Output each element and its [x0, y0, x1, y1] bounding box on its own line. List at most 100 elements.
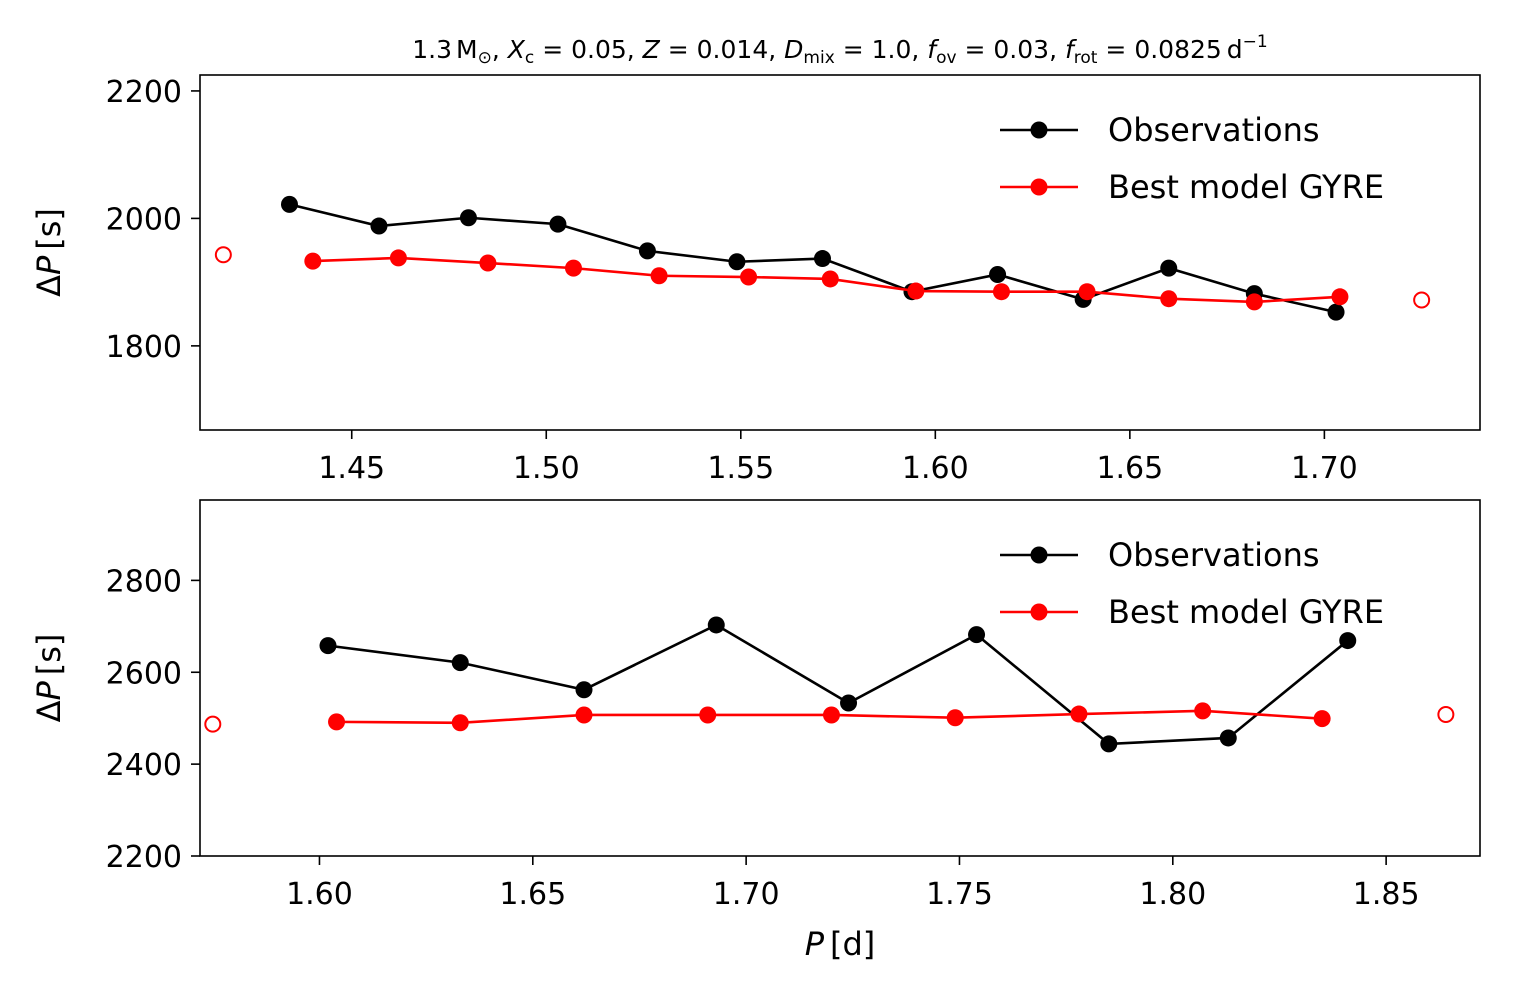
- legend-entry-observations: Observations: [1000, 536, 1320, 574]
- data-point-best-model: [1070, 705, 1088, 723]
- legend-label: Best model GYRE: [1108, 168, 1384, 206]
- data-point-best-model: [1194, 702, 1212, 720]
- data-point-best-model: [1245, 293, 1263, 311]
- legend-label: Observations: [1108, 536, 1320, 574]
- legend-marker: [1030, 121, 1048, 139]
- x-tick-label: 1.70: [713, 877, 780, 912]
- title-fov-sub: ov: [936, 48, 956, 68]
- y-axis-label: ΔP[s]: [30, 208, 68, 297]
- data-point-best-model: [946, 709, 964, 727]
- top-panel: 1.45 1.50 1.55 1.60 1.65 1.70 1800 2000 2200 ΔP[s…: [30, 74, 1481, 486]
- legend-entry-observations: Observations: [1000, 111, 1320, 149]
- y-tick-label: 2200: [106, 840, 182, 875]
- legend-label: Observations: [1108, 111, 1320, 149]
- data-point-best-model: [650, 267, 668, 285]
- x-axis-label-var: P: [805, 925, 825, 963]
- title-dmix-value: 1.0: [872, 35, 912, 64]
- title-z-value: 0.014: [697, 35, 769, 64]
- data-point-best-model: [1331, 288, 1349, 306]
- data-point-observations: [840, 694, 858, 712]
- y-tick-label: 2800: [106, 564, 182, 599]
- title-z-label: Z: [642, 35, 661, 64]
- legend-marker: [1030, 603, 1048, 621]
- y-axis-label: ΔP[s]: [30, 634, 68, 723]
- open-point-best-model: [1413, 291, 1431, 309]
- data-point-best-model: [740, 268, 758, 286]
- title-xc-label: X: [506, 35, 526, 64]
- title-frot-unit: d: [1227, 35, 1243, 64]
- title-frot-sub: rot: [1074, 48, 1098, 68]
- x-tick-label: 1.65: [499, 877, 566, 912]
- data-point-best-model: [699, 706, 717, 724]
- data-point-observations: [280, 195, 298, 213]
- data-point-best-model: [822, 706, 840, 724]
- data-point-observations: [319, 637, 337, 655]
- x-tick-label: 1.45: [318, 451, 385, 486]
- title-frot-exp: −1: [1243, 32, 1268, 52]
- data-point-observations: [989, 265, 1007, 283]
- data-point-best-model: [479, 254, 497, 272]
- data-point-observations: [459, 209, 477, 227]
- legend-marker: [1030, 546, 1048, 564]
- data-point-best-model: [328, 713, 346, 731]
- x-tick-label: 1.65: [1096, 451, 1163, 486]
- title-frot-value: 0.0825: [1134, 35, 1221, 64]
- data-point-observations: [451, 654, 469, 672]
- data-point-best-model: [907, 282, 925, 300]
- legend-marker: [1030, 178, 1048, 196]
- series-line-observations: [327, 623, 1349, 746]
- data-point-best-model: [1160, 290, 1178, 308]
- plot-area-frame: [199, 499, 1481, 857]
- data-point-observations: [707, 616, 725, 634]
- data-point-best-model: [564, 259, 582, 277]
- x-tick-label: 1.55: [707, 451, 774, 486]
- data-point-best-model: [821, 270, 839, 288]
- legend-entry-best-model: Best model GYRE: [1000, 168, 1384, 206]
- title-fov-value: 0.03: [993, 35, 1049, 64]
- y-tick-label: 2400: [106, 748, 182, 783]
- x-tick-label: 1.60: [902, 451, 969, 486]
- data-point-observations: [370, 217, 388, 235]
- x-tick-label: 1.60: [286, 877, 353, 912]
- chart-title: 1.3 M⊙, Xc = 0.05, Z = 0.014, Dmix = 1.0,…: [412, 32, 1267, 68]
- x-tick-label: 1.50: [513, 451, 580, 486]
- title-mass: 1.3: [412, 35, 452, 64]
- data-point-best-model: [304, 252, 322, 270]
- data-point-observations: [1100, 735, 1118, 753]
- data-point-observations: [728, 253, 746, 271]
- data-point-observations: [1327, 303, 1345, 321]
- title-xc-value: 0.05: [571, 35, 627, 64]
- data-point-best-model: [575, 706, 593, 724]
- data-point-observations: [638, 242, 656, 260]
- bottom-panel: 1.60 1.65 1.70 1.75 1.80 1.85 2200 2400 2600 2800…: [30, 499, 1481, 912]
- legend-label: Best model GYRE: [1108, 593, 1384, 631]
- data-point-best-model: [1078, 283, 1096, 301]
- data-point-observations: [1219, 729, 1237, 747]
- x-axis-label: P [d]: [805, 925, 876, 963]
- y-tick-label: 2600: [106, 656, 182, 691]
- data-point-best-model: [1313, 710, 1331, 728]
- data-point-observations: [549, 215, 567, 233]
- title-dmix-label: D: [784, 35, 803, 64]
- y-tick-label: 1800: [106, 330, 182, 365]
- title-xc-sub: c: [525, 48, 534, 68]
- data-point-observations: [1160, 259, 1178, 277]
- open-point-best-model: [214, 246, 232, 264]
- legend-entry-best-model: Best model GYRE: [1000, 593, 1384, 631]
- data-point-best-model: [389, 249, 407, 267]
- x-axis-label-unit: [d]: [830, 925, 875, 963]
- data-point-best-model: [451, 714, 469, 732]
- data-point-observations: [968, 626, 986, 644]
- open-point-best-model: [1437, 706, 1455, 724]
- x-tick-label: 1.70: [1291, 451, 1358, 486]
- data-point-observations: [1339, 632, 1357, 650]
- y-tick-label: 2200: [106, 75, 182, 110]
- x-tick-label: 1.80: [1139, 877, 1206, 912]
- series-line-observations: [289, 203, 1337, 314]
- y-tick-label: 2000: [106, 202, 182, 237]
- title-dmix-sub: mix: [803, 48, 834, 68]
- x-tick-label: 1.85: [1353, 877, 1420, 912]
- data-point-observations: [575, 681, 593, 699]
- data-point-observations: [813, 250, 831, 268]
